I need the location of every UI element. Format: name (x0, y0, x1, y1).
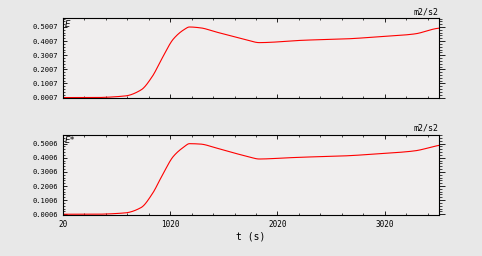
Text: E*: E* (65, 136, 75, 145)
Text: m2/s2: m2/s2 (414, 124, 439, 133)
Text: E: E (65, 19, 70, 28)
Text: m2/s2: m2/s2 (414, 7, 439, 16)
X-axis label: t (s): t (s) (236, 232, 265, 242)
